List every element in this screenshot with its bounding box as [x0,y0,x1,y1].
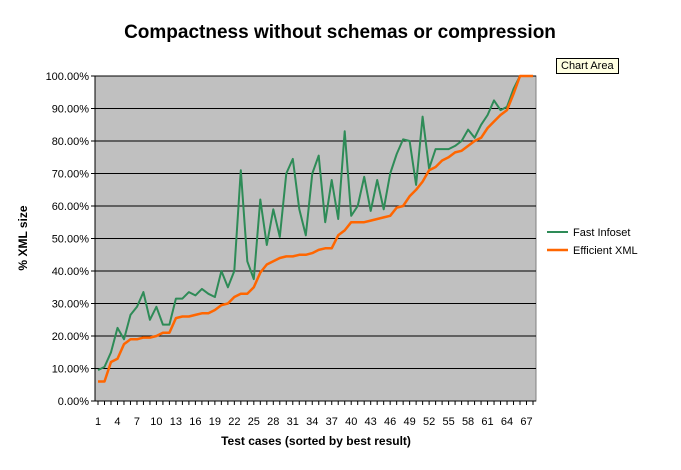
chart-area-tooltip: Chart Area [556,58,619,74]
y-tick-label: 50.00% [52,234,90,246]
x-tick-label: 43 [365,416,377,428]
series-line-efficient-xml [98,74,533,383]
x-tick-label: 28 [267,416,279,428]
x-axis-ticks: 1 4 7 10 13 16 19 22 25 28 31 34 37 40 43 46 49 52 55 58 61 6… [95,401,534,428]
x-tick-label: 10 [150,416,162,428]
series-line-fast-infoset [97,75,533,371]
y-tick-label: 20.00% [52,331,90,343]
x-tick-label: 55 [442,416,454,428]
y-tick-label: 80.00% [52,136,90,148]
x-tick-label: 52 [423,416,435,428]
x-tick-label: 7 [134,416,140,428]
x-tick-label: 16 [189,416,201,428]
x-tick-label: 40 [345,416,357,428]
y-tick-label: 60.00% [52,201,90,213]
y-tick-label: 0.00% [58,396,89,408]
x-tick-label: 22 [228,416,240,428]
x-tick-label: 19 [209,416,221,428]
x-axis-label: Test cases (sorted by best result) [221,434,411,448]
x-tick-label: 13 [170,416,182,428]
legend-label: Fast Infoset [573,227,630,239]
chart-title: Compactness without schemas or compressi… [124,22,556,43]
x-tick-label: 25 [248,416,260,428]
x-tick-label: 31 [287,416,299,428]
x-tick-label: 58 [462,416,474,428]
y-tick-label: 10.00% [52,364,90,376]
legend-label: Efficient XML [573,245,638,257]
x-tick-label: 4 [114,416,120,428]
x-tick-label: 1 [95,416,101,428]
y-tick-label: 100.00% [46,71,90,83]
y-axis-ticks: 0.00% 10.00% 20.00% 30.00% 40.00% 50.00% 60.00… [46,71,536,408]
x-tick-label: 64 [501,416,513,428]
y-tick-label: 30.00% [52,299,90,311]
series-lines [97,74,533,383]
y-tick-label: 90.00% [52,104,90,116]
x-tick-label: 67 [520,416,532,428]
y-tick-label: 70.00% [52,169,90,181]
x-tick-label: 37 [326,416,338,428]
x-tick-label: 46 [384,416,396,428]
legend: Fast Infoset Efficient XML [547,227,638,257]
y-axis-label: % XML size [16,205,30,270]
x-tick-label: 61 [481,416,493,428]
y-tick-label: 40.00% [52,266,90,278]
x-tick-label: 34 [306,416,318,428]
x-tick-label: 49 [404,416,416,428]
